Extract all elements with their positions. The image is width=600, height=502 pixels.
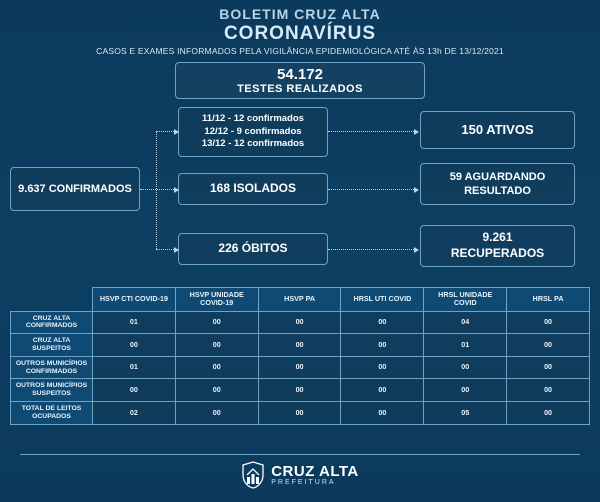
- row-header: CRUZ ALTA SUSPEITOS: [11, 334, 93, 357]
- box-ativos: 150 ATIVOS: [420, 111, 575, 149]
- table-cell: 00: [341, 356, 424, 379]
- col-header: HSVP UNIDADE COVID-19: [175, 288, 258, 312]
- table-cell: 00: [341, 379, 424, 402]
- table-row: OUTROS MUNICÍPIOS SUSPEITOS000000000000: [11, 379, 590, 402]
- box-recuperados: 9.261 RECUPERADOS: [420, 225, 575, 267]
- table-cell: 00: [258, 334, 341, 357]
- table-cell: 00: [424, 356, 507, 379]
- col-header: HSVP PA: [258, 288, 341, 312]
- arrow: [328, 131, 418, 132]
- table-cell: 04: [424, 311, 507, 334]
- footer-prefeitura: PREFEITURA: [271, 479, 359, 486]
- table-cell: 00: [507, 402, 590, 425]
- table-cell: 00: [175, 311, 258, 334]
- tests-box: 54.172 TESTES REALIZADOS: [175, 62, 425, 99]
- col-header: HSVP CTI COVID-19: [93, 288, 176, 312]
- table-row: CRUZ ALTA SUSPEITOS000000000100: [11, 334, 590, 357]
- arrow: [328, 249, 418, 250]
- recent-line: 12/12 - 9 confirmados: [204, 126, 301, 138]
- flow-diagram: 9.637 CONFIRMADOS 11/12 - 12 confirmados…: [10, 107, 590, 283]
- row-header: CRUZ ALTA CONFIRMADOS: [11, 311, 93, 334]
- header: BOLETIM CRUZ ALTA CORONAVÍRUS CASOS E EX…: [0, 0, 600, 58]
- table-cell: 00: [93, 379, 176, 402]
- shield-icon: [241, 461, 265, 489]
- table-cell: 00: [175, 356, 258, 379]
- box-confirmed: 9.637 CONFIRMADOS: [10, 167, 140, 211]
- box-obitos: 226 ÓBITOS: [178, 233, 328, 265]
- arrow: [156, 249, 178, 250]
- arrow: [156, 131, 178, 132]
- table-cell: 00: [507, 311, 590, 334]
- table-cell: 01: [93, 311, 176, 334]
- table-cell: 00: [258, 379, 341, 402]
- footer-divider: [20, 454, 580, 455]
- arrow: [140, 189, 178, 190]
- table-cell: 00: [507, 379, 590, 402]
- boletim-title: BOLETIM CRUZ ALTA: [0, 6, 600, 22]
- table-cell: 00: [341, 334, 424, 357]
- table-corner: [11, 288, 93, 312]
- recent-line: 11/12 - 12 confirmados: [202, 113, 304, 125]
- table-cell: 01: [424, 334, 507, 357]
- subtitle: CASOS E EXAMES INFORMADOS PELA VIGILÂNCI…: [0, 46, 600, 56]
- col-header: HRSL UTI COVID: [341, 288, 424, 312]
- table-cell: 00: [175, 379, 258, 402]
- table-cell: 00: [341, 402, 424, 425]
- row-header: OUTROS MUNICÍPIOS CONFIRMADOS: [11, 356, 93, 379]
- col-header: HRSL PA: [507, 288, 590, 312]
- table-row: TOTAL DE LEITOS OCUPADOS020000000500: [11, 402, 590, 425]
- table-cell: 00: [507, 334, 590, 357]
- table-cell: 00: [258, 311, 341, 334]
- col-header: HRSL UNIDADE COVID: [424, 288, 507, 312]
- recuperados-line: RECUPERADOS: [451, 246, 544, 262]
- table-cell: 00: [341, 311, 424, 334]
- table-cell: 00: [258, 402, 341, 425]
- table-cell: 00: [258, 356, 341, 379]
- box-recent-days: 11/12 - 12 confirmados 12/12 - 9 confirm…: [178, 107, 328, 157]
- logo-text: CRUZ ALTA PREFEITURA: [271, 464, 359, 486]
- aguardando-line: RESULTADO: [464, 184, 531, 198]
- recuperados-line: 9.261: [482, 230, 512, 246]
- table-cell: 01: [93, 356, 176, 379]
- footer-city: CRUZ ALTA: [271, 464, 359, 479]
- table-cell: 02: [93, 402, 176, 425]
- footer: CRUZ ALTA PREFEITURA: [0, 448, 600, 502]
- table-cell: 00: [93, 334, 176, 357]
- box-isolados: 168 ISOLADOS: [178, 173, 328, 205]
- arrow: [328, 189, 418, 190]
- table-cell: 00: [507, 356, 590, 379]
- tests-number: 54.172: [176, 66, 424, 83]
- table-cell: 00: [424, 379, 507, 402]
- row-header: OUTROS MUNICÍPIOS SUSPEITOS: [11, 379, 93, 402]
- hospital-table: HSVP CTI COVID-19 HSVP UNIDADE COVID-19 …: [10, 287, 590, 425]
- aguardando-line: 59 AGUARDANDO: [450, 170, 546, 184]
- table-row: OUTROS MUNICÍPIOS CONFIRMADOS01000000000…: [11, 356, 590, 379]
- table-row: CRUZ ALTA CONFIRMADOS010000000400: [11, 311, 590, 334]
- box-aguardando: 59 AGUARDANDO RESULTADO: [420, 163, 575, 205]
- arrow: [156, 131, 157, 249]
- footer-logo: CRUZ ALTA PREFEITURA: [241, 461, 359, 489]
- table-header-row: HSVP CTI COVID-19 HSVP UNIDADE COVID-19 …: [11, 288, 590, 312]
- table-cell: 00: [175, 334, 258, 357]
- tests-label: TESTES REALIZADOS: [176, 83, 424, 95]
- corona-title: CORONAVÍRUS: [0, 23, 600, 45]
- table-cell: 00: [175, 402, 258, 425]
- row-header: TOTAL DE LEITOS OCUPADOS: [11, 402, 93, 425]
- recent-line: 13/12 - 12 confirmados: [202, 138, 304, 150]
- table-cell: 05: [424, 402, 507, 425]
